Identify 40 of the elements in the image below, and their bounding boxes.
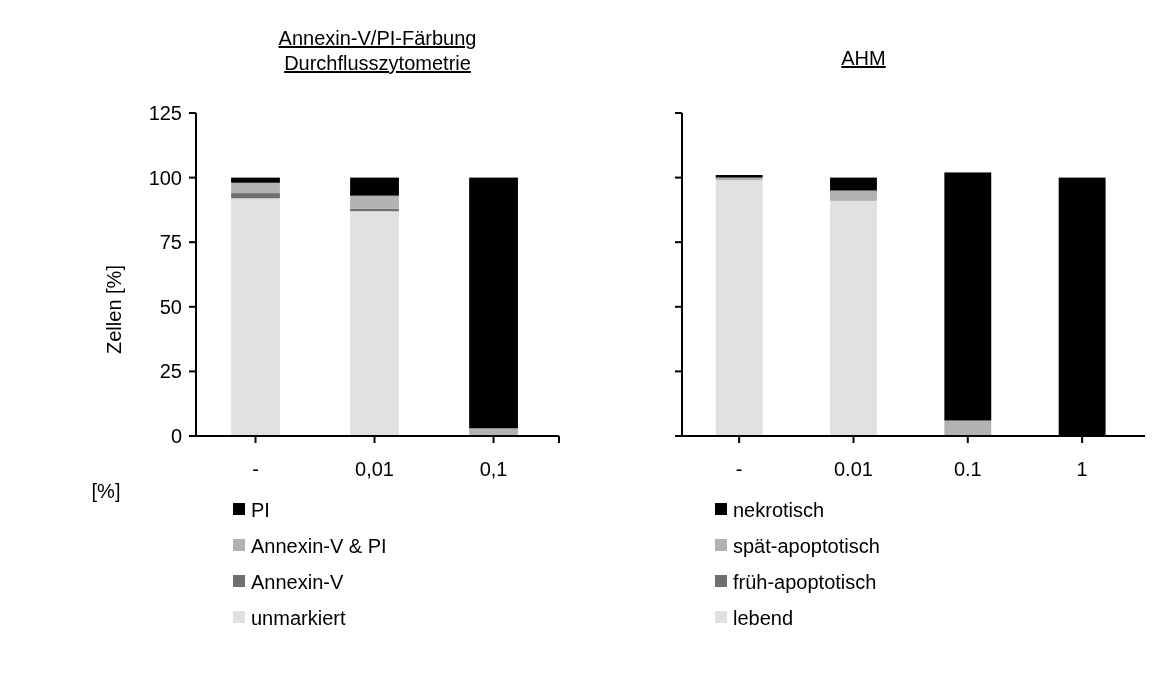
bar bbox=[231, 198, 280, 436]
x-axis-title: [%] bbox=[91, 480, 121, 502]
x-tick-label: 0,01 bbox=[355, 458, 394, 480]
y-tick-label: 125 bbox=[148, 102, 182, 124]
bar bbox=[830, 177, 877, 191]
bar bbox=[350, 195, 399, 209]
bar bbox=[231, 182, 280, 194]
x-tick-label: - bbox=[735, 458, 743, 480]
bar bbox=[469, 177, 518, 429]
legend-label: unmarkiert bbox=[251, 607, 346, 629]
legend-label: nekrotisch bbox=[733, 499, 825, 521]
bar bbox=[231, 193, 280, 199]
bar bbox=[830, 200, 877, 436]
y-tick-label: 0 bbox=[170, 425, 182, 447]
x-tick-label: - bbox=[252, 458, 259, 480]
bar bbox=[350, 211, 399, 436]
x-tick-label: 0.01 bbox=[834, 458, 873, 480]
legend-label: spät-apoptotisch bbox=[733, 535, 880, 557]
y-tick-label: 75 bbox=[159, 231, 182, 254]
bar bbox=[231, 177, 280, 183]
chart-title: AHM bbox=[841, 47, 886, 69]
bar bbox=[944, 172, 992, 421]
legend-label: lebend bbox=[733, 607, 794, 629]
y-axis-title: Zellen [%] bbox=[103, 265, 125, 354]
bar bbox=[350, 177, 399, 196]
legend-label: früh-apoptotisch bbox=[733, 571, 877, 593]
bar bbox=[469, 428, 518, 436]
x-tick-label: 1 bbox=[1076, 458, 1088, 480]
chart-title: Annexin-V/PI-Färbung Durchflusszytometrie bbox=[278, 27, 477, 74]
x-tick-label: 0,1 bbox=[479, 458, 508, 480]
x-tick-label: 0.1 bbox=[953, 458, 982, 480]
bar bbox=[830, 190, 877, 201]
legend-label: PI bbox=[251, 499, 270, 521]
bar bbox=[944, 420, 992, 436]
legend-label: Annexin-V bbox=[251, 571, 344, 593]
y-tick-label: 100 bbox=[148, 166, 182, 189]
y-tick-label: 50 bbox=[159, 295, 182, 318]
legend-label: Annexin-V & PI bbox=[251, 535, 387, 557]
y-tick-label: 25 bbox=[159, 360, 182, 383]
bar bbox=[715, 180, 763, 436]
